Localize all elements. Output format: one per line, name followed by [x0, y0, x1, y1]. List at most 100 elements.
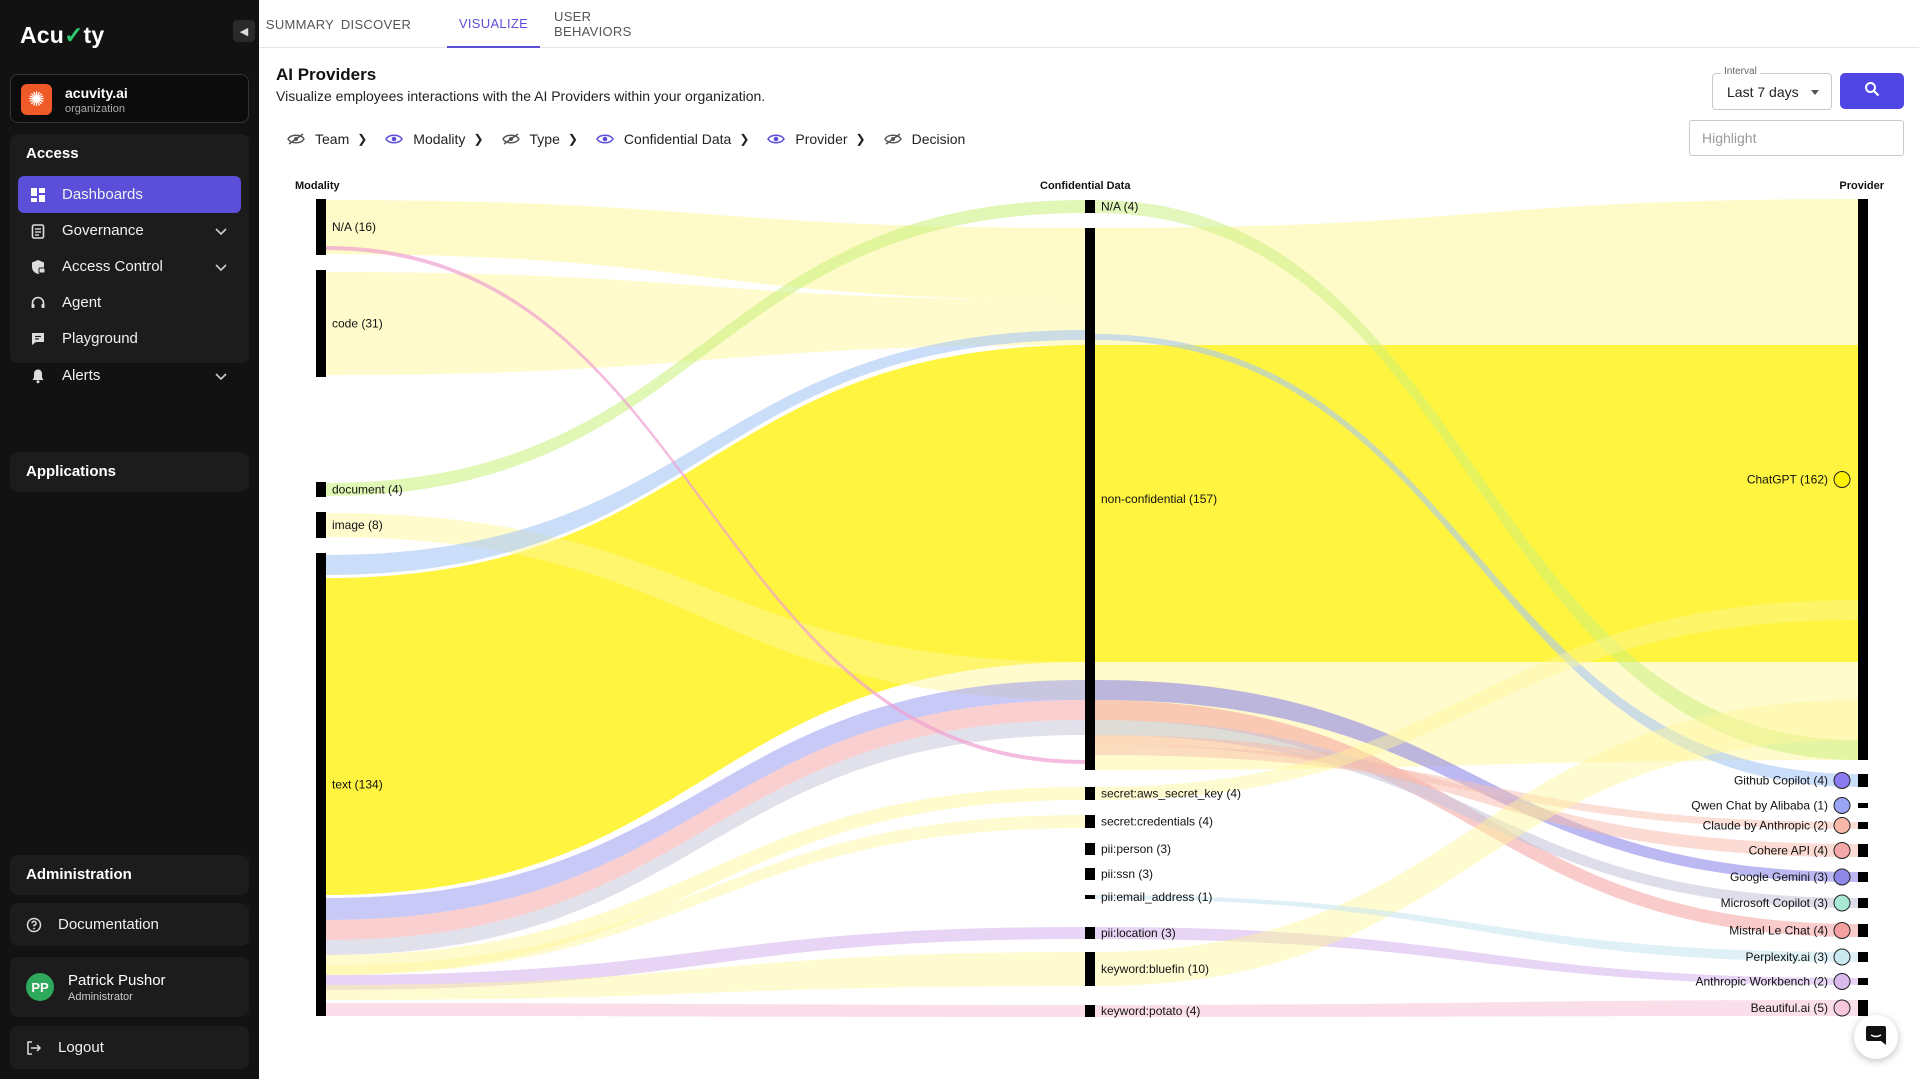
- sankey-label-confidential-pii-location[interactable]: pii:location (3): [1101, 926, 1176, 940]
- sankey-flow-non-confidential-chatgpt-top[interactable]: [1095, 199, 1858, 345]
- sankey-flow-text-credentials[interactable]: [326, 815, 1085, 975]
- sankey-node-provider-beautiful-ai[interactable]: [1858, 1000, 1868, 1016]
- sankey-label-provider-github-copilot[interactable]: Github Copilot (4): [1734, 774, 1828, 788]
- sankey-node-confidential-secret-credentials[interactable]: [1085, 815, 1095, 828]
- dimension-type[interactable]: Type ❯: [501, 131, 578, 147]
- sankey-flow-perplexity[interactable]: [1095, 895, 1858, 962]
- chevron-down-icon[interactable]: [215, 223, 227, 240]
- dimension-team[interactable]: Team ❯: [287, 131, 367, 147]
- sankey-flow-github-copilot[interactable]: [1095, 334, 1858, 787]
- sankey-label-confidential-pii-email-address[interactable]: pii:email_address (1): [1101, 890, 1212, 904]
- user-profile-card[interactable]: PP Patrick Pushor Administrator: [10, 957, 249, 1017]
- sankey-label-provider-mistral-le-chat[interactable]: Mistral Le Chat (4): [1729, 924, 1828, 938]
- sankey-label-provider-claude-by-anthropic[interactable]: Claude by Anthropic (2): [1703, 819, 1828, 833]
- sankey-node-provider-mistral-le-chat[interactable]: [1858, 924, 1868, 937]
- sankey-node-confidential-keyword-potato[interactable]: [1085, 1005, 1095, 1017]
- sankey-node-modality-code[interactable]: [316, 270, 326, 377]
- sankey-node-confidential-pii-ssn[interactable]: [1085, 868, 1095, 880]
- sankey-node-provider-google-gemini[interactable]: [1858, 872, 1868, 882]
- sankey-label-confidential-keyword-potato[interactable]: keyword:potato (4): [1101, 1004, 1200, 1018]
- eye-off-icon[interactable]: [287, 133, 305, 145]
- dimension-confidential-data[interactable]: Confidential Data ❯: [596, 131, 749, 147]
- sankey-flow-text-aws-secret[interactable]: [326, 787, 1085, 975]
- sankey-node-confidential-pii-email-address[interactable]: [1085, 895, 1095, 899]
- sankey-node-provider-cohere-api[interactable]: [1858, 844, 1868, 857]
- sankey-flow-text-non-confidential-purple[interactable]: [326, 680, 1085, 920]
- sankey-node-provider-chatgpt[interactable]: [1858, 199, 1868, 760]
- sankey-node-confidential-n-a[interactable]: [1085, 200, 1095, 213]
- sankey-label-confidential-secret-credentials[interactable]: secret:credentials (4): [1101, 815, 1213, 829]
- sankey-flow-na-non-confidential[interactable]: [326, 200, 1085, 300]
- logout-button[interactable]: Logout: [10, 1026, 249, 1069]
- sankey-flow-google-gemini[interactable]: [1095, 680, 1858, 882]
- sankey-label-confidential-keyword-bluefin[interactable]: keyword:bluefin (10): [1101, 962, 1209, 976]
- chevron-down-icon[interactable]: [215, 259, 227, 276]
- sankey-node-modality-document[interactable]: [316, 482, 326, 497]
- sankey-label-confidential-pii-person[interactable]: pii:person (3): [1101, 842, 1171, 856]
- sankey-flow-microsoft-copilot[interactable]: [1095, 720, 1858, 908]
- sidebar-item-alerts[interactable]: Alerts: [18, 357, 241, 394]
- sankey-flow-text-location[interactable]: [326, 927, 1085, 990]
- sankey-node-provider-qwen-chat-by-alibaba[interactable]: [1858, 803, 1868, 808]
- dimension-provider[interactable]: Provider ❯: [767, 131, 866, 147]
- sankey-flow-image-non-confidential[interactable]: [326, 513, 1085, 700]
- sankey-flow-na-chatgpt[interactable]: [1095, 200, 1858, 760]
- sankey-label-modality-text[interactable]: text (134): [332, 778, 383, 792]
- sankey-flow-potato-beautiful[interactable]: [1095, 1000, 1858, 1017]
- sankey-label-provider-chatgpt[interactable]: ChatGPT (162): [1747, 473, 1828, 487]
- eye-icon[interactable]: [596, 133, 614, 145]
- sankey-label-confidential-non-confidential[interactable]: non-confidential (157): [1101, 492, 1217, 506]
- sidebar-item-agent[interactable]: Agent: [18, 284, 241, 321]
- sidebar-item-governance[interactable]: Governance: [18, 212, 241, 249]
- sankey-node-provider-microsoft-copilot[interactable]: [1858, 898, 1868, 908]
- sankey-label-modality-document[interactable]: document (4): [332, 483, 403, 497]
- sankey-flow-claude[interactable]: [1095, 745, 1858, 829]
- sidebar-collapse-button[interactable]: ◀: [233, 20, 255, 42]
- sankey-flow-bluefin-chatgpt[interactable]: [1095, 700, 1858, 986]
- sidebar-item-access-control[interactable]: Access Control: [18, 248, 241, 285]
- chat-widget-button[interactable]: [1854, 1015, 1898, 1059]
- sankey-flow-non-confidential-chatgpt[interactable]: [1095, 345, 1858, 662]
- tab-user-behaviors[interactable]: USER BEHAVIORS: [554, 9, 632, 39]
- sankey-flow-text-potato[interactable]: [326, 1003, 1085, 1017]
- search-button[interactable]: [1840, 73, 1904, 109]
- tab-discover[interactable]: DISCOVER: [340, 16, 412, 32]
- interval-select[interactable]: Interval Last 7 days: [1712, 66, 1832, 110]
- tab-summary[interactable]: SUMMARY: [265, 16, 335, 32]
- acuvity-logo[interactable]: Acu✓ty: [20, 22, 105, 48]
- sankey-label-provider-anthropic-workbench[interactable]: Anthropic Workbench (2): [1695, 975, 1828, 989]
- dimension-modality[interactable]: Modality ❯: [385, 131, 484, 147]
- highlight-input[interactable]: [1689, 120, 1904, 156]
- sankey-node-modality-text[interactable]: [316, 553, 326, 1016]
- sankey-node-provider-anthropic-workbench[interactable]: [1858, 978, 1868, 985]
- sankey-node-provider-github-copilot[interactable]: [1858, 774, 1868, 787]
- sankey-node-provider-perplexity-ai[interactable]: [1858, 952, 1868, 962]
- sankey-flow-text-non-confidential[interactable]: [326, 345, 1085, 895]
- sankey-label-provider-microsoft-copilot[interactable]: Microsoft Copilot (3): [1721, 896, 1828, 910]
- eye-off-icon[interactable]: [883, 133, 902, 145]
- sankey-label-provider-qwen-chat-by-alibaba[interactable]: Qwen Chat by Alibaba (1): [1691, 799, 1828, 813]
- tab-visualize[interactable]: VISUALIZE: [447, 0, 540, 48]
- sankey-label-provider-perplexity-ai[interactable]: Perplexity.ai (3): [1746, 950, 1828, 964]
- administration-nav-group[interactable]: Administration: [10, 855, 249, 895]
- sankey-label-modality-code[interactable]: code (31): [332, 317, 383, 331]
- sidebar-item-playground[interactable]: Playground: [18, 320, 241, 357]
- applications-nav-group[interactable]: Applications: [10, 452, 249, 492]
- sankey-flow-location-workbench[interactable]: [1095, 927, 1858, 985]
- eye-icon[interactable]: [767, 133, 786, 145]
- documentation-button[interactable]: Documentation: [10, 903, 249, 946]
- sankey-node-modality-image[interactable]: [316, 512, 326, 538]
- sankey-node-confidential-pii-location[interactable]: [1085, 927, 1095, 939]
- chevron-down-icon[interactable]: [215, 368, 227, 385]
- sankey-flow-na-pii[interactable]: [326, 246, 1085, 764]
- eye-icon[interactable]: [385, 133, 404, 145]
- sankey-node-confidential-pii-person[interactable]: [1085, 843, 1095, 855]
- sankey-node-modality-n-a[interactable]: [316, 199, 326, 255]
- sankey-flow-code-non-confidential[interactable]: [326, 272, 1085, 375]
- sankey-flow-cohere[interactable]: [1095, 735, 1858, 857]
- sankey-label-modality-image[interactable]: image (8): [332, 518, 383, 532]
- sankey-label-provider-cohere-api[interactable]: Cohere API (4): [1749, 844, 1828, 858]
- sankey-label-confidential-pii-ssn[interactable]: pii:ssn (3): [1101, 867, 1153, 881]
- sankey-flow-text-bluefin[interactable]: [326, 952, 1085, 1000]
- sankey-label-confidential-secret-aws-secret-key[interactable]: secret:aws_secret_key (4): [1101, 787, 1241, 801]
